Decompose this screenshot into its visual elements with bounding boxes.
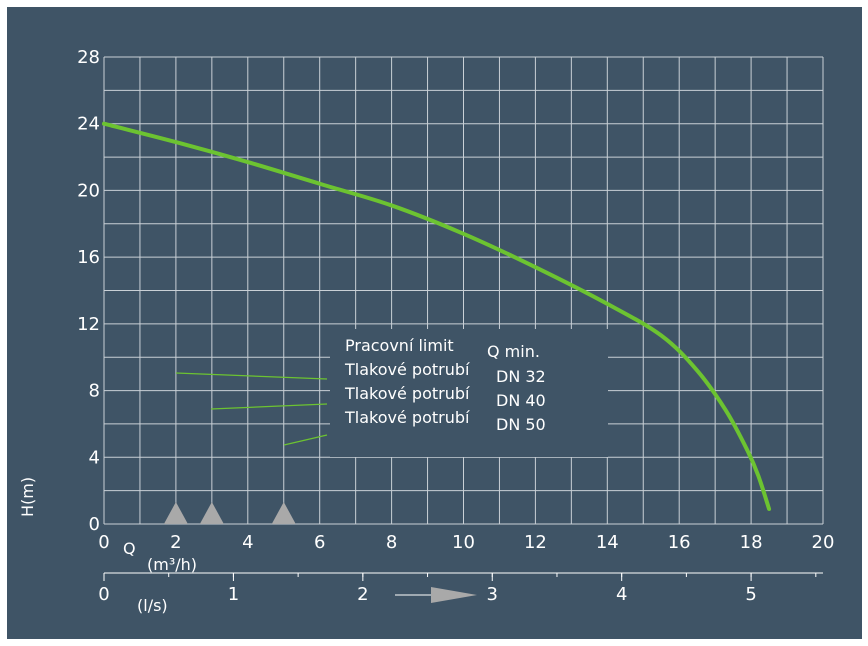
y-axis-label: H(m) [18,477,37,517]
x-tick-label: 16 [668,532,691,553]
x2-tick-label: 4 [616,584,627,605]
annotation-pipe-2: Tlakové potrubí [344,384,470,403]
x-tick-label: 20 [812,532,835,553]
pump-curve-line [102,121,772,511]
annotation-box [330,329,608,457]
annotation-dn50: DN 50 [496,415,546,434]
annotation-qmin: Q min. [487,342,540,361]
arrow-icon [431,587,477,603]
y-tick-label: 20 [77,180,100,201]
qmin-marker-icon [163,502,188,524]
leader-line-dn50 [283,434,328,446]
y-axis-ticks: 0 4 8 12 16 20 24 28 [77,47,100,535]
x-tick-label: 2 [170,532,181,553]
leader-line-dn32 [175,372,328,380]
x2-tick-label: 2 [357,584,368,605]
x2-tick-label: 0 [98,584,109,605]
secondary-x-axis: 0 1 2 3 4 5 [98,572,823,605]
x-axis-ticks: 0 2 4 6 8 10 12 14 16 18 20 [98,532,834,553]
qmin-marker-icon [271,502,296,524]
annotation-pipe-3: Tlakové potrubí [344,408,470,427]
x2-tick-label: 1 [228,584,239,605]
x-tick-label: 0 [98,532,109,553]
y-tick-label: 24 [77,114,100,135]
qmin-markers [163,502,296,524]
x2-axis-label: (l/s) [137,596,168,615]
y-tick-label: 16 [77,247,100,268]
x-tick-label: 18 [740,532,763,553]
y-tick-label: 12 [77,314,100,335]
x-tick-label: 4 [242,532,253,553]
y-tick-label: 8 [89,381,100,402]
annotation-dn40: DN 40 [496,391,546,410]
x-tick-label: 8 [386,532,397,553]
x-axis-label-q: Q [123,539,136,558]
x-tick-label: 6 [314,532,325,553]
qmin-marker-icon [199,502,224,524]
x-axis-label-unit: (m³/h) [147,555,197,574]
annotation-dn32: DN 32 [496,367,546,386]
x-tick-label: 12 [524,532,547,553]
y-tick-label: 4 [89,447,100,468]
y-tick-label: 0 [89,514,100,535]
leader-line-dn40 [210,403,328,410]
annotation-work-limit: Pracovní limit [345,336,454,355]
x2-tick-label: 5 [745,584,756,605]
pump-curve [102,121,772,511]
annotation-pipe-1: Tlakové potrubí [344,360,470,379]
x-tick-label: 14 [596,532,619,553]
y-tick-label: 28 [77,47,100,68]
x2-tick-label: 3 [487,584,498,605]
x-tick-label: 10 [452,532,475,553]
